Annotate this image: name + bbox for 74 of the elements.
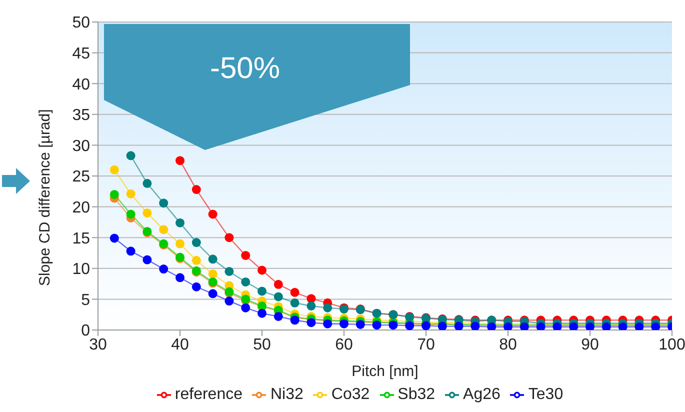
point [306,318,316,328]
x-tick-label: 80 [499,336,517,354]
y-tick-label: 0 [81,322,90,340]
point [241,277,250,286]
point [290,288,300,297]
point [356,320,365,329]
point [159,264,168,274]
x-axis-title: Pitch [nm] [352,363,418,380]
point [258,286,266,296]
point [159,198,168,208]
point [241,250,250,260]
point [274,292,283,302]
point [208,289,218,298]
annotation: -50% [208,52,282,86]
y-tick-label: 15 [72,230,90,248]
x-tick-label: 40 [171,336,189,354]
point [126,189,136,198]
point [372,320,382,330]
point [126,151,136,160]
point [176,273,184,282]
point [142,255,152,264]
point [274,312,283,321]
x-tick-label: 70 [417,336,435,354]
point [126,210,136,219]
legend-label: Ag26 [463,386,500,403]
point [159,225,168,234]
point [258,308,266,318]
point [110,165,119,174]
point [224,233,234,242]
y-tick-label: 30 [72,138,90,155]
point [142,208,152,218]
y-tick-label: 40 [72,76,90,94]
x-tick-label: 60 [335,336,353,354]
point [176,156,184,166]
point [176,239,184,248]
point [110,190,119,199]
point [224,266,234,276]
y-tick-label: 20 [72,199,90,216]
y-tick-label: 5 [81,292,90,309]
legend-label: Ni32 [270,386,304,403]
y-tick-label: 25 [72,168,90,186]
point [208,254,218,264]
x-tick-label: 100 [658,336,685,354]
point [192,282,201,292]
legend-label: Te30 [528,386,564,403]
point [110,234,119,243]
point [208,210,218,219]
y-tick-label: 10 [72,261,90,278]
legend-label: Sb32 [398,386,436,403]
y-tick-label: 50 [72,14,90,32]
point [290,316,300,325]
x-tick-label: 50 [253,336,271,354]
point [258,266,266,275]
y-axis-title: Slope CD difference [µrad] [36,109,54,286]
point [241,303,250,312]
y-tick-label: 35 [72,107,90,124]
point [126,246,136,256]
point [323,319,332,328]
point [323,303,332,312]
point [192,185,201,194]
point [274,280,283,289]
point [290,298,300,308]
point [224,296,234,306]
legend-label: Co32 [331,386,370,403]
point [176,218,184,228]
y-tick-label: 45 [72,45,90,62]
point [192,238,201,248]
point [340,319,348,328]
point [142,178,152,188]
point [208,269,218,278]
legend-label: reference [174,386,242,403]
point [306,301,316,310]
point [192,256,201,265]
x-tick-label: 90 [581,336,599,354]
